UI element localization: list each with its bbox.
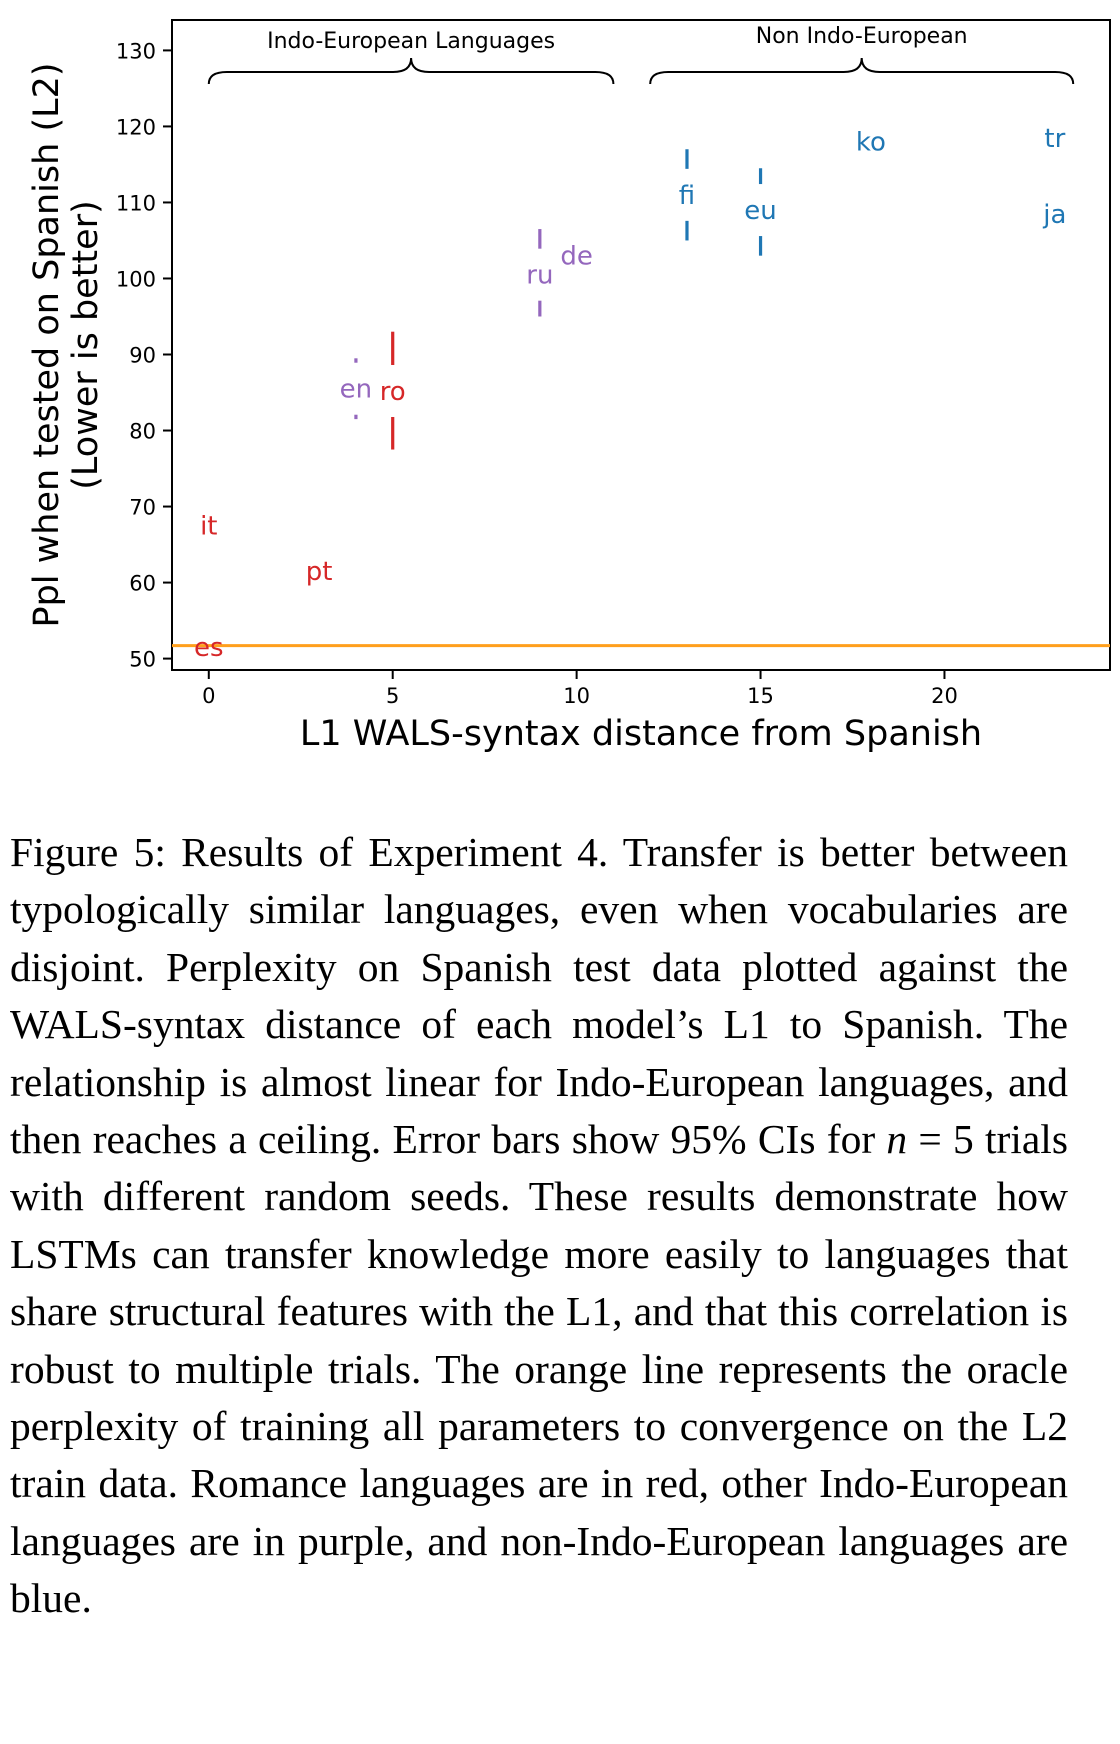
point-label-eu: eu [744, 196, 776, 226]
y-tick-label: 90 [129, 344, 156, 368]
y-tick-label: 70 [129, 496, 156, 520]
x-tick-label: 15 [747, 684, 774, 708]
point-label-es: es [194, 633, 224, 663]
x-tick-label: 20 [931, 684, 958, 708]
y-tick-label: 100 [116, 267, 156, 291]
bracket-1 [649, 57, 1075, 85]
caption-text-part2: = 5 trials with different random seeds. … [10, 1116, 1068, 1622]
figure-caption: Figure 5: Results of Experiment 4. Trans… [10, 824, 1068, 1628]
point-label-ru: ru [526, 261, 553, 291]
y-tick-label: 80 [129, 420, 156, 444]
y-axis-label-line2: (Lower is better) [66, 200, 106, 490]
point-label-ro: ro [380, 377, 406, 407]
figure: es it pt en ro ru de fi eu ko tr ja Indo-European L… [0, 0, 1120, 780]
y-axis-label-line1: Ppl when tested on Spanish (L2) [27, 62, 67, 627]
y-tick-label: 120 [116, 115, 156, 139]
x-tick-label: 0 [202, 684, 215, 708]
point-label-fi: fi [679, 181, 695, 211]
caption-variable: n [886, 1116, 908, 1163]
caption-text-part1: Figure 5: Results of Experiment 4. Trans… [10, 829, 1068, 1163]
point-label-tr: tr [1044, 124, 1065, 154]
point-label-ko: ko [856, 128, 886, 158]
plot-area [171, 19, 1111, 671]
point-label-en: en [340, 375, 372, 405]
y-tick-label: 110 [116, 191, 156, 215]
x-tick-label: 5 [386, 684, 399, 708]
bracket-label-0: Indo-European Languages [267, 29, 555, 54]
y-tick-label: 130 [116, 39, 156, 63]
bracket-label-1: Non Indo-European [756, 24, 968, 49]
point-label-it: it [200, 512, 217, 542]
x-axis-label: L1 WALS-syntax distance from Spanish [300, 714, 982, 754]
point-label-pt: pt [306, 557, 333, 587]
y-tick-label: 50 [129, 648, 156, 672]
y-tick-label: 60 [129, 572, 156, 596]
x-tick-label: 10 [563, 684, 590, 708]
point-label-ja: ja [1042, 200, 1066, 230]
point-label-de: de [560, 242, 593, 272]
bracket-0 [207, 57, 615, 85]
